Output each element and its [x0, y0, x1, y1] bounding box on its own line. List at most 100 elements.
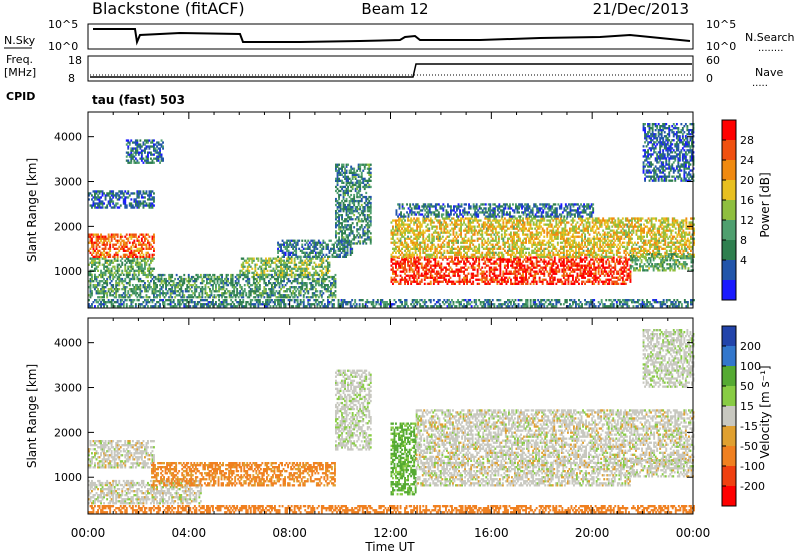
data-cell	[354, 218, 357, 221]
data-cell	[295, 286, 298, 289]
data-cell	[440, 223, 443, 226]
data-cell	[502, 223, 505, 226]
data-cell	[597, 276, 600, 279]
data-cell	[257, 290, 260, 293]
data-cell	[333, 249, 335, 252]
data-cell	[154, 275, 157, 279]
data-cell	[144, 243, 146, 246]
data-cell	[522, 276, 524, 279]
data-cell	[448, 231, 450, 234]
data-cell	[457, 239, 459, 242]
data-cell	[204, 296, 207, 299]
data-cell	[365, 199, 368, 203]
data-cell	[230, 294, 233, 297]
data-cell	[419, 229, 422, 232]
data-cell	[283, 255, 285, 258]
data-cell	[356, 169, 359, 172]
data-cell	[335, 216, 337, 219]
data-cell	[266, 275, 269, 279]
data-cell	[455, 247, 458, 250]
data-cell	[100, 273, 102, 277]
data-cell	[440, 262, 443, 265]
data-cell	[359, 220, 362, 223]
data-cell	[473, 249, 476, 252]
data-cell	[505, 268, 508, 271]
data-cell	[621, 280, 624, 283]
data-cell	[503, 280, 506, 283]
data-cell	[342, 247, 344, 250]
data-cell	[404, 264, 406, 267]
data-cell	[113, 253, 116, 256]
data-cell	[296, 288, 299, 291]
data-cell	[92, 200, 95, 203]
data-cell	[411, 270, 414, 273]
data-cell	[305, 288, 308, 291]
data-cell	[344, 189, 346, 193]
data-cell	[488, 253, 491, 256]
data-cell	[454, 258, 456, 261]
data-cell	[230, 275, 233, 279]
data-cell	[567, 278, 570, 281]
data-cell	[431, 253, 434, 256]
data-cell	[169, 280, 172, 283]
data-cell	[136, 239, 139, 242]
data-cell	[461, 241, 464, 244]
data-cell	[396, 223, 399, 226]
data-cell	[139, 243, 142, 246]
data-cell	[404, 241, 406, 244]
data-cell	[148, 243, 151, 246]
data-cell	[289, 239, 292, 242]
data-cell	[426, 245, 429, 248]
data-cell	[107, 192, 110, 195]
data-cell	[265, 290, 267, 293]
data-cell	[362, 177, 365, 180]
data-cell	[455, 280, 458, 283]
data-cell	[350, 189, 353, 193]
data-cell	[95, 267, 98, 270]
data-cell	[484, 231, 487, 234]
data-cell	[192, 275, 195, 279]
data-cell	[466, 253, 468, 256]
data-cell	[127, 290, 130, 293]
data-cell	[417, 266, 420, 269]
data-cell	[532, 264, 535, 267]
data-cell	[128, 294, 131, 297]
data-cell	[463, 247, 465, 250]
data-cell	[131, 251, 134, 254]
data-cell	[429, 221, 432, 224]
data-cell	[342, 203, 345, 207]
data-cell	[187, 280, 190, 283]
data-cell	[101, 296, 104, 299]
data-cell	[416, 270, 419, 273]
data-cell	[103, 255, 105, 258]
data-cell	[593, 264, 596, 267]
data-cell	[113, 206, 116, 209]
data-cell	[348, 177, 351, 180]
data-cell	[88, 233, 90, 236]
data-cell	[502, 239, 505, 242]
data-cell	[419, 223, 422, 226]
data-cell	[615, 260, 618, 263]
data-cell	[234, 296, 237, 299]
data-cell	[333, 294, 335, 297]
data-cell	[136, 196, 139, 199]
data-cell	[594, 278, 597, 281]
data-cell	[284, 241, 287, 244]
data-cell	[295, 277, 298, 281]
data-cell	[365, 195, 368, 199]
data-cell	[369, 232, 372, 235]
data-cell	[103, 192, 105, 195]
data-cell	[165, 294, 167, 297]
data-cell	[449, 255, 452, 258]
data-cell	[466, 268, 468, 271]
data-cell	[325, 265, 328, 268]
data-cell	[215, 290, 217, 293]
data-cell	[136, 277, 139, 281]
data-cell	[454, 256, 456, 259]
data-cell	[360, 193, 363, 197]
data-cell	[317, 253, 320, 256]
data-cell	[290, 269, 293, 272]
data-cell	[494, 276, 497, 279]
data-cell	[428, 237, 431, 240]
data-cell	[119, 243, 122, 246]
